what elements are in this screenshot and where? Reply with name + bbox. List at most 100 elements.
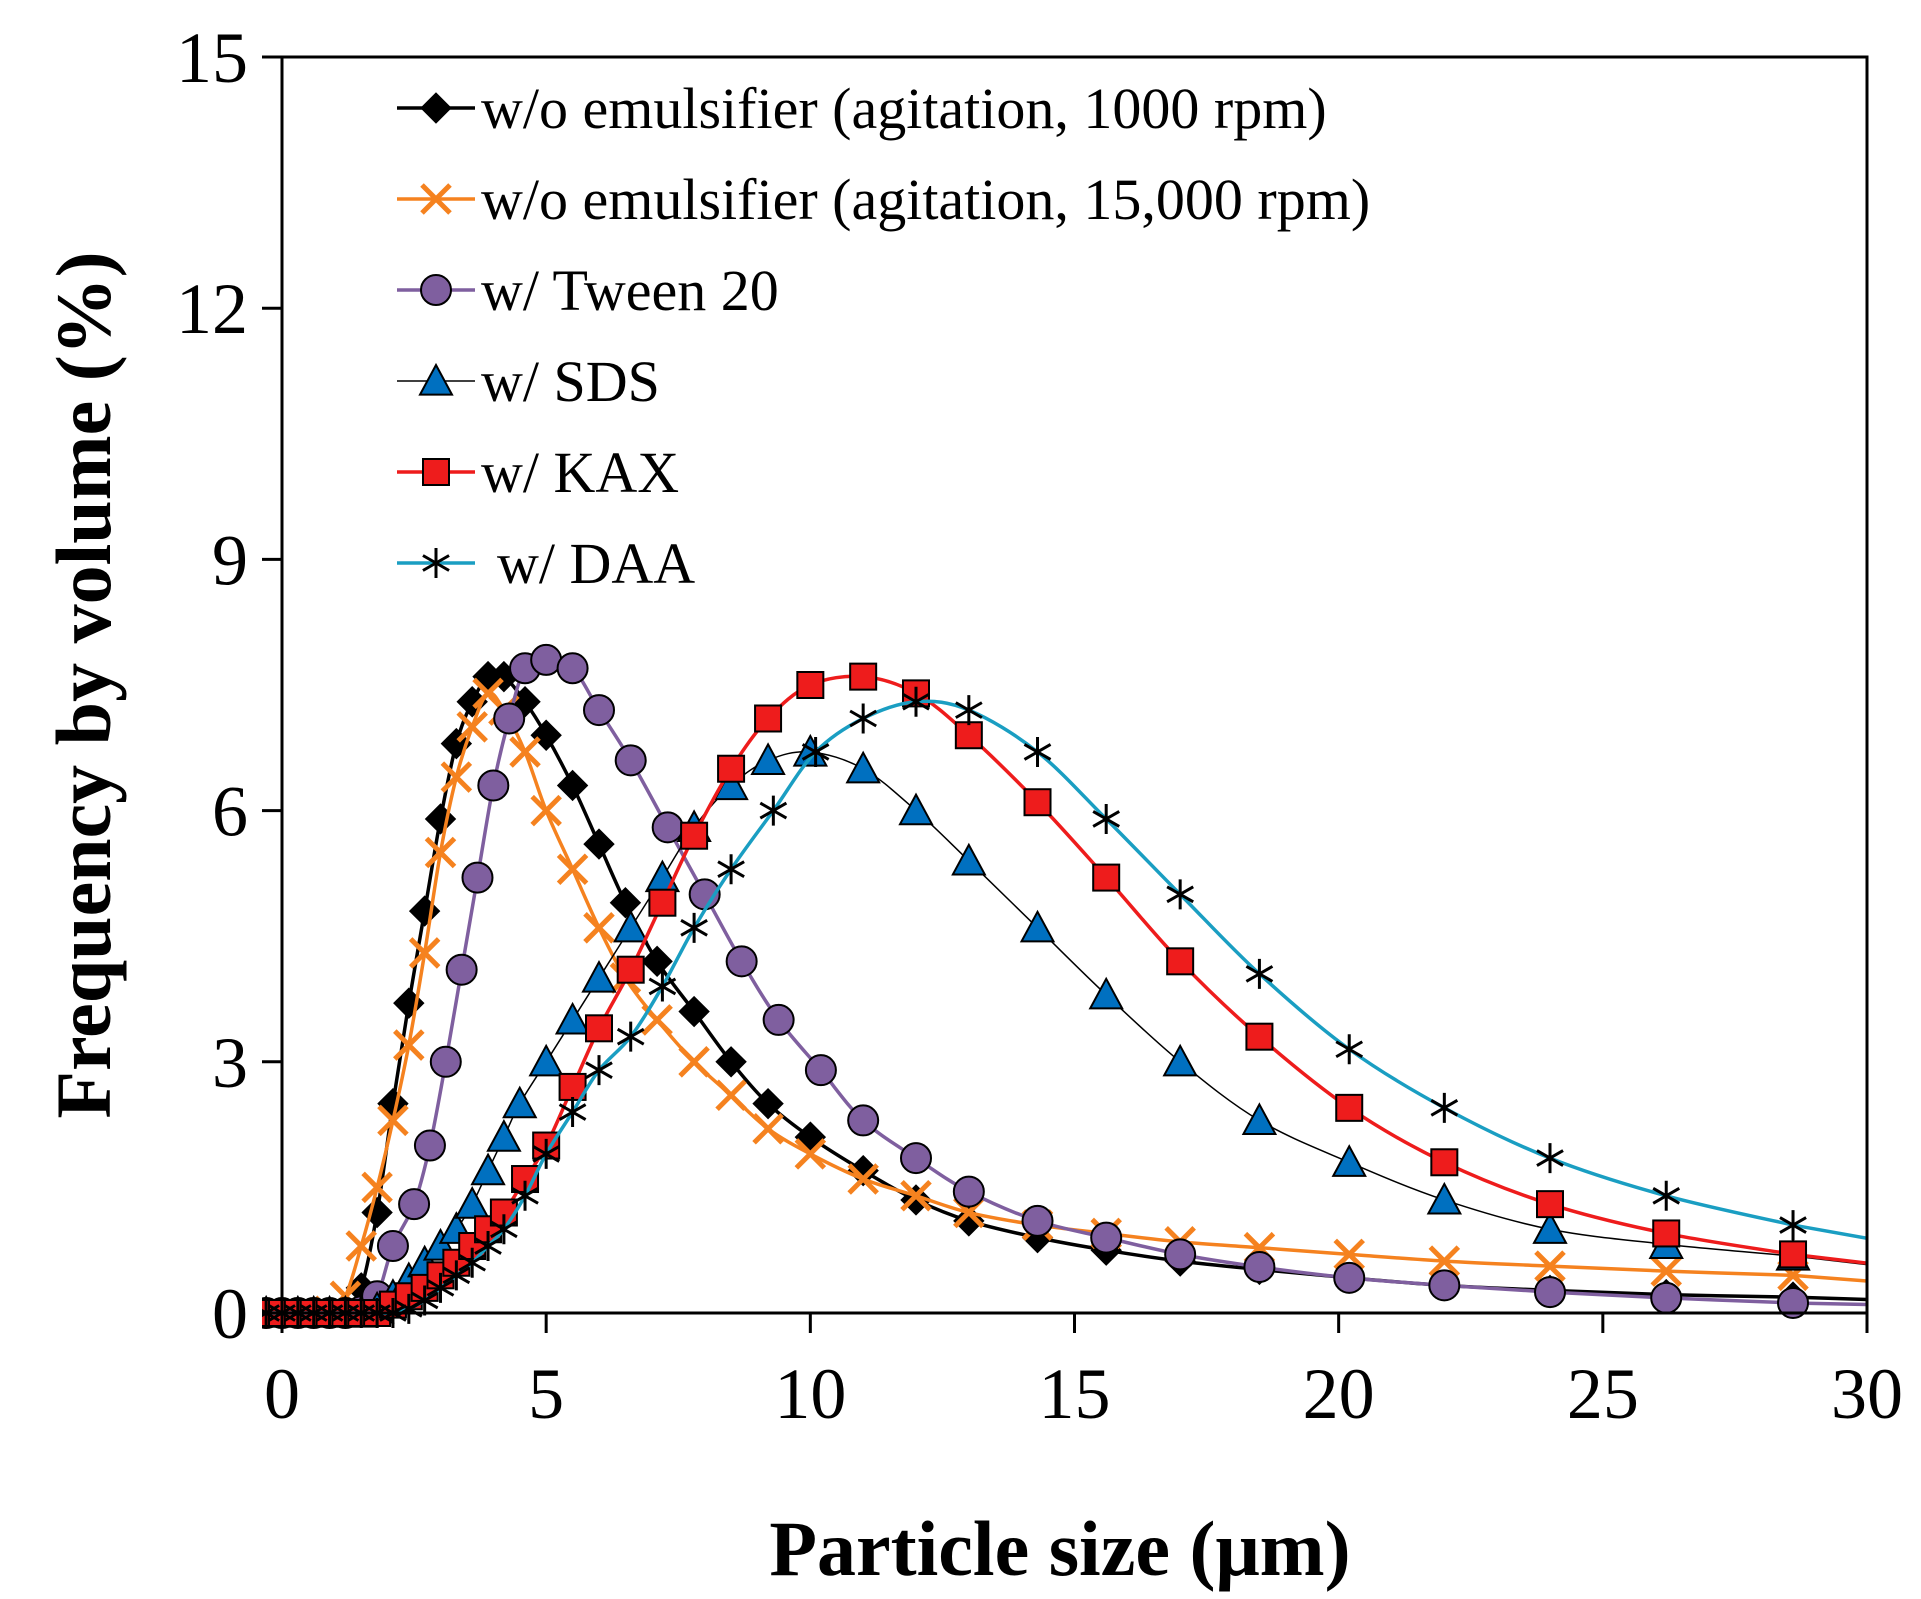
data-point (1536, 1143, 1564, 1174)
legend-marker (422, 458, 450, 486)
data-point (530, 719, 562, 751)
legend-item: w/ KAX (397, 440, 679, 505)
data-point (1534, 1250, 1566, 1282)
data-point (1241, 1102, 1278, 1136)
data-point (583, 694, 615, 727)
legend-item: w/ SDS (397, 349, 660, 414)
y-tick-label: 0 (212, 1274, 248, 1354)
legend-marker (418, 362, 454, 396)
x-tick-label: 5 (528, 1354, 564, 1434)
data-point (461, 861, 494, 894)
legend-item: w/o emulsifier (agitation, 15,000 rpm) (397, 167, 1370, 232)
data-point (486, 1119, 522, 1152)
data-point (801, 736, 830, 767)
data-point (759, 795, 788, 826)
legend-marker (422, 548, 450, 578)
data-point (1090, 1221, 1123, 1254)
data-point (1021, 1204, 1054, 1237)
data-point (377, 1104, 409, 1137)
data-point (1164, 1238, 1197, 1271)
data-point (715, 1079, 747, 1112)
data-point (900, 1180, 932, 1212)
legend-marker (420, 183, 452, 215)
data-point (651, 811, 684, 844)
data-point (678, 995, 710, 1028)
data-point (847, 1163, 879, 1195)
data-point (1245, 958, 1274, 989)
data-point (1333, 1238, 1365, 1271)
data-point (796, 671, 825, 699)
x-tick-label: 25 (1567, 1354, 1639, 1434)
data-point (1023, 736, 1052, 767)
data-point (952, 1175, 985, 1208)
data-point (1335, 1034, 1364, 1065)
data-point (408, 937, 441, 969)
legend-label: w/o emulsifier (agitation, 15,000 rpm) (481, 167, 1370, 232)
data-point (1092, 803, 1120, 834)
x-tick-label: 0 (264, 1354, 300, 1434)
legend-label: w/ SDS (481, 349, 660, 414)
data-point (900, 1142, 932, 1175)
data-point (680, 912, 708, 943)
data-point (1777, 1286, 1810, 1319)
data-point (583, 912, 615, 944)
data-point (845, 750, 881, 784)
data-point (1166, 879, 1194, 910)
data-point (424, 836, 457, 869)
data-point (1534, 1276, 1566, 1309)
data-point (585, 1014, 613, 1043)
data-point (648, 971, 677, 1002)
data-point (1650, 1255, 1682, 1287)
data-point (715, 1046, 747, 1078)
data-point (1652, 1219, 1681, 1248)
data-point (898, 792, 934, 826)
data-point (511, 1180, 539, 1211)
data-point (725, 945, 758, 978)
data-point (376, 1230, 409, 1263)
legend-label: w/o emulsifier (agitation, 1000 rpm) (481, 76, 1327, 141)
data-point (754, 704, 783, 733)
data-point (345, 1230, 378, 1262)
data-point (474, 1231, 502, 1262)
legend-item: w/ Tween 20 (397, 258, 779, 323)
data-point (849, 703, 877, 734)
data-point (1243, 1250, 1276, 1283)
data-point (502, 1085, 538, 1119)
y-tick-label: 6 (212, 772, 248, 852)
legend-marker (420, 92, 452, 124)
data-point (616, 1021, 645, 1052)
data-point (849, 662, 878, 691)
x-axis-title: Particle size (μm) (769, 1505, 1350, 1592)
legend-item: w/ DAA (397, 531, 695, 596)
data-point (361, 1171, 393, 1204)
data-point (509, 736, 541, 768)
data-point (490, 1214, 518, 1245)
data-point (1166, 947, 1195, 976)
data-point (1162, 1043, 1198, 1077)
data-point (804, 1054, 837, 1087)
data-point (458, 1247, 486, 1278)
data-point (717, 754, 746, 783)
data-point (762, 1003, 795, 1036)
data-point (955, 695, 983, 726)
data-point (583, 828, 615, 860)
data-point (1426, 1181, 1463, 1215)
legend-label: w/ KAX (481, 440, 679, 505)
data-point (1088, 976, 1124, 1010)
x-axis-ticks: 0 5 10 15 20 25 30 (264, 1313, 1903, 1434)
data-point (1652, 1180, 1681, 1211)
data-point (1245, 1022, 1274, 1051)
data-point (750, 742, 786, 775)
data-point (847, 1104, 880, 1137)
data-point (1428, 1269, 1461, 1302)
data-point (410, 1285, 439, 1316)
data-point (532, 1138, 560, 1169)
data-point (902, 686, 930, 717)
y-tick-label: 3 (212, 1023, 248, 1103)
data-point (429, 1045, 462, 1078)
x-tick-label: 30 (1831, 1354, 1903, 1434)
legend-label: w/ DAA (497, 531, 695, 596)
data-point (530, 643, 563, 676)
